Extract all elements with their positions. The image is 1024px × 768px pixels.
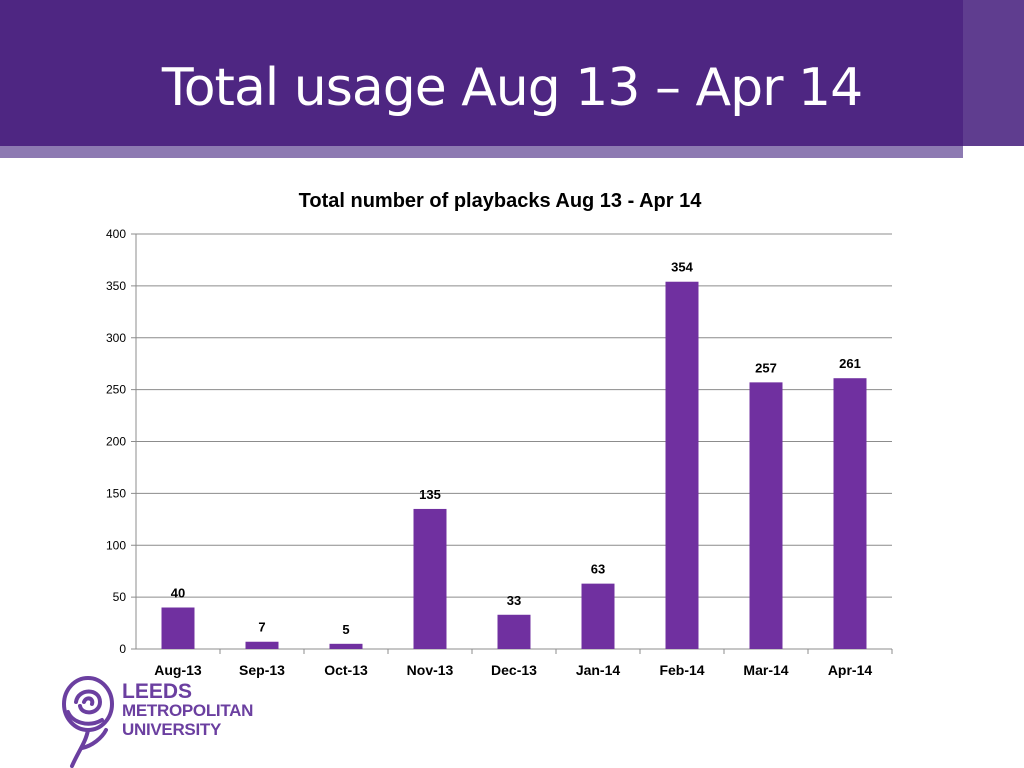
- bar: [665, 281, 699, 649]
- x-tick-label: Apr-14: [828, 662, 873, 678]
- data-label: 135: [419, 487, 441, 502]
- logo-text: LEEDS METROPOLITAN UNIVERSITY: [122, 680, 254, 739]
- y-tick-label: 50: [113, 590, 127, 604]
- data-label: 354: [671, 260, 693, 275]
- bar: [749, 382, 783, 649]
- bar: [581, 583, 615, 649]
- y-tick-label: 200: [106, 435, 126, 449]
- y-tick-label: 150: [106, 486, 126, 500]
- x-tick-label: Aug-13: [154, 662, 202, 678]
- logo-line-leeds: LEEDS: [122, 680, 193, 703]
- data-label: 257: [755, 360, 777, 375]
- x-tick-label: Jan-14: [576, 662, 621, 678]
- y-tick-label: 300: [106, 331, 126, 345]
- bar: [329, 643, 363, 649]
- slide-title: Total usage Aug 13 – Apr 14: [161, 58, 863, 118]
- y-tick-label: 100: [106, 538, 126, 552]
- header-corner: [963, 0, 1024, 146]
- logo-line-university: UNIVERSITY: [122, 720, 222, 739]
- data-label: 5: [342, 622, 349, 637]
- header-strip: [0, 146, 963, 158]
- rose-icon: [62, 676, 114, 768]
- data-label: 7: [258, 620, 265, 635]
- bar: [413, 508, 447, 649]
- chart-container: Total number of playbacks Aug 13 - Apr 1…: [0, 180, 1024, 690]
- chart-title: Total number of playbacks Aug 13 - Apr 1…: [298, 190, 702, 212]
- logo-line-metropolitan: METROPOLITAN: [122, 701, 254, 720]
- x-tick-label: Oct-13: [324, 662, 368, 678]
- x-tick-label: Mar-14: [743, 662, 788, 678]
- y-tick-label: 400: [106, 227, 126, 241]
- x-tick-label: Nov-13: [407, 662, 454, 678]
- bar-chart: 0 50 100 150 200 250 300 350 400 40 Aug-13 7 Sep-13 5…: [106, 227, 893, 678]
- bar: [245, 641, 279, 649]
- x-tick-label: Feb-14: [659, 662, 704, 678]
- y-tick-label: 350: [106, 279, 126, 293]
- x-tick-label: Dec-13: [491, 662, 537, 678]
- y-tick-label: 0: [119, 642, 126, 656]
- bar: [497, 614, 531, 649]
- x-tick-label: Sep-13: [239, 662, 285, 678]
- data-label: 63: [591, 562, 605, 577]
- university-logo: LEEDS METROPOLITAN UNIVERSITY: [58, 672, 318, 768]
- data-label: 261: [839, 356, 861, 371]
- data-label: 33: [507, 593, 521, 608]
- bar: [833, 378, 867, 649]
- header-band: [0, 0, 963, 146]
- y-tick-label: 250: [106, 383, 126, 397]
- data-label: 40: [171, 586, 185, 601]
- bar: [161, 607, 195, 649]
